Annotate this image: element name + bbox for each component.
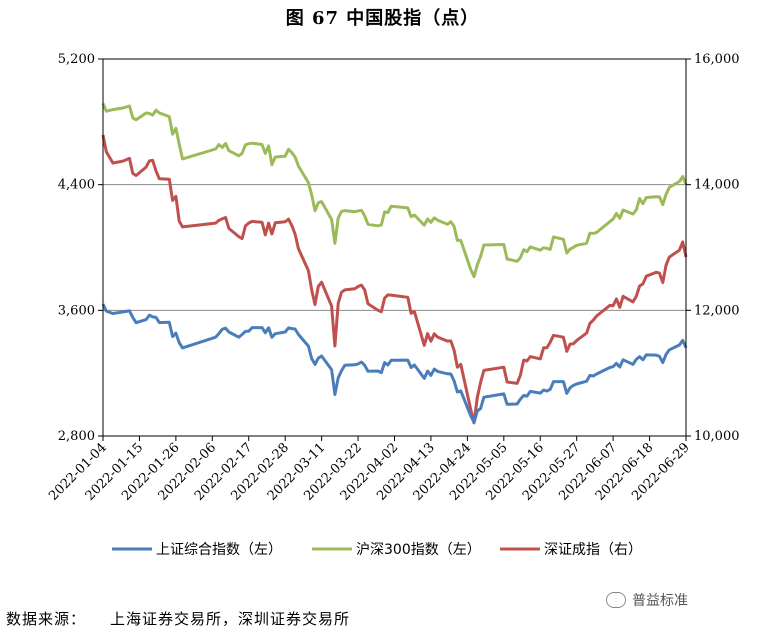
right-tick-label: 16,000: [694, 52, 740, 67]
left-tick-label: 2,800: [58, 429, 95, 444]
x-axis: 2022-01-042022-01-152022-01-262022-02-06…: [46, 436, 693, 504]
source-note: 数据来源： 上海证券交易所，深圳证券交易所: [6, 608, 350, 629]
plot-frame: [102, 58, 687, 437]
left-tick-label: 5,200: [58, 52, 95, 67]
right-y-axis: 10,000 12,000 14,000 16,000: [686, 52, 740, 444]
right-tick-label: 10,000: [694, 429, 740, 444]
source-value: 上海证券交易所，深圳证券交易所: [110, 610, 351, 628]
wechat-icon: [606, 592, 626, 608]
left-y-axis: 2,800 3,600 4,400 5,200: [58, 52, 103, 444]
left-tick-label: 3,600: [58, 303, 95, 318]
left-tick-label: 4,400: [58, 178, 95, 193]
source-label: 数据来源：: [6, 610, 87, 628]
legend-label: 沪深300指数（左）: [356, 542, 481, 558]
legend: 上证综合指数（左） 沪深300指数（左） 深证成指（右）: [112, 542, 642, 558]
gridlines: [103, 184, 686, 311]
right-tick-label: 12,000: [694, 303, 740, 318]
chart-title: 图 67 中国股指（点）: [285, 8, 480, 29]
series-line-3: [101, 134, 688, 425]
right-tick-label: 14,000: [694, 178, 740, 193]
series-line-2: [101, 102, 688, 279]
watermark: 普益标准: [606, 590, 688, 610]
series-layer: [101, 102, 688, 425]
legend-label: 深证成指（右）: [544, 542, 642, 558]
series-line-1: [101, 303, 688, 424]
watermark-text: 普益标准: [632, 593, 688, 609]
legend-label: 上证综合指数（左）: [156, 542, 282, 558]
